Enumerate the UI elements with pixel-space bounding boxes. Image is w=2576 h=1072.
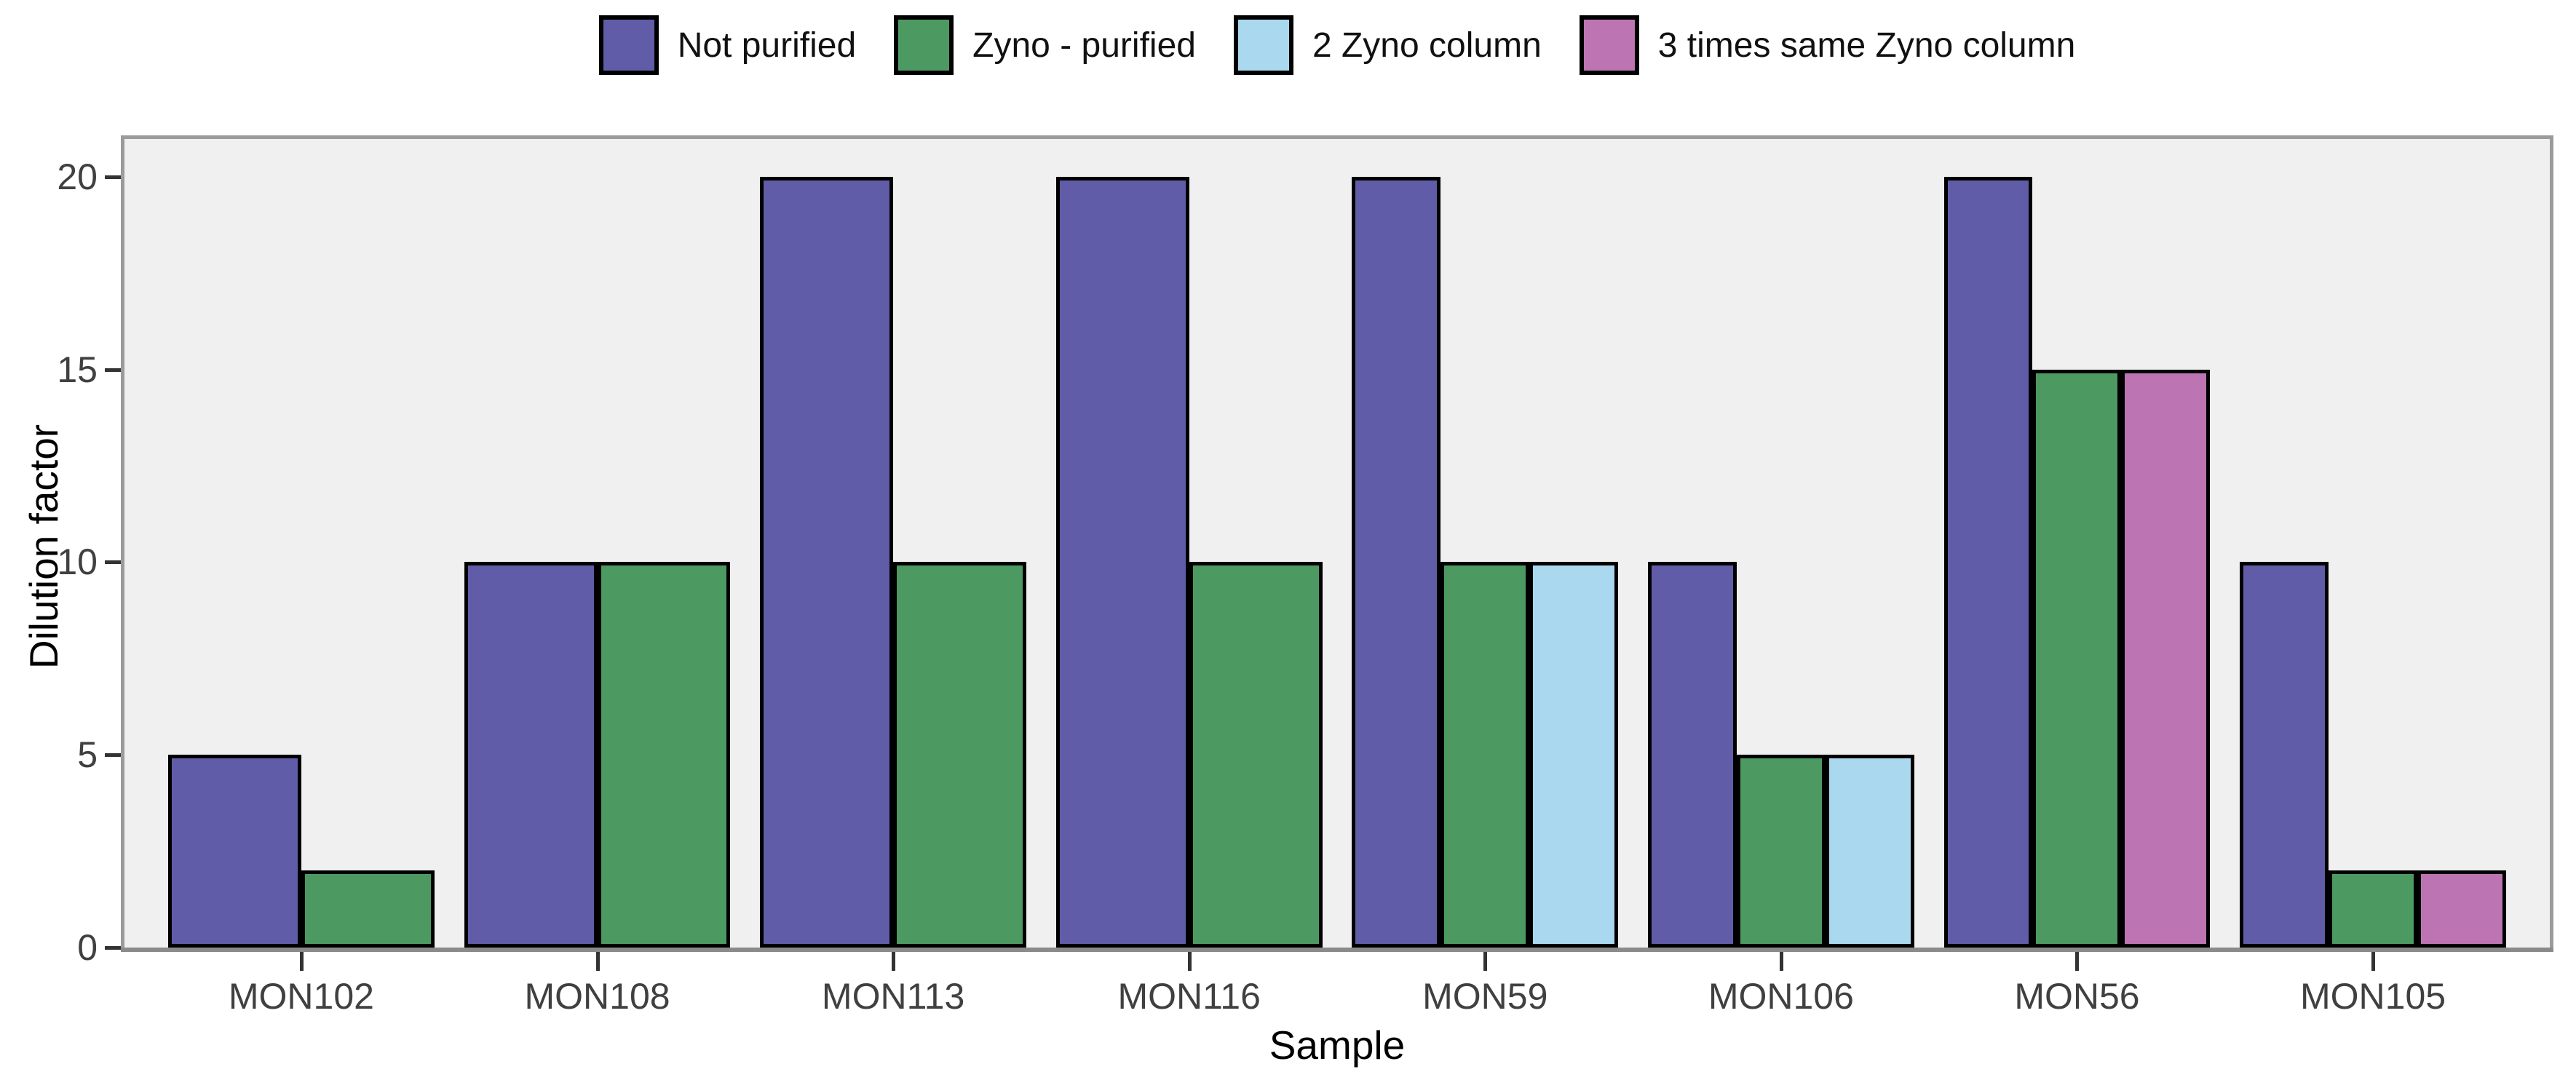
bar	[597, 562, 731, 948]
y-axis-tick-label: 20	[57, 156, 98, 197]
x-axis-line	[121, 948, 2553, 952]
bar	[1440, 562, 1530, 948]
bar	[893, 562, 1027, 948]
legend-key-swatch-icon	[1579, 15, 1639, 75]
x-axis-tick-mark	[892, 952, 896, 971]
x-axis-tick-label: MON116	[1117, 976, 1261, 1017]
bar	[2032, 369, 2122, 948]
x-axis-tick-mark	[1779, 952, 1783, 971]
x-axis-tick-label: MON113	[821, 976, 965, 1017]
y-axis-tick-mark	[105, 368, 121, 372]
bar	[1055, 176, 1189, 948]
bar	[1189, 562, 1323, 948]
bar	[1647, 562, 1737, 948]
bar	[2329, 870, 2418, 948]
x-axis-title: Sample	[1269, 1023, 1406, 1068]
y-axis-tick-mark	[105, 560, 121, 565]
bar	[760, 176, 894, 948]
x-axis-tick-mark	[1187, 952, 1192, 971]
x-axis-tick-label: MON108	[524, 976, 670, 1017]
x-axis-tick-label: MON106	[1708, 976, 1854, 1017]
bar	[1736, 755, 1826, 948]
y-axis-tick-label: 0	[77, 927, 98, 968]
legend-item: Not purified	[598, 15, 857, 75]
panel-border-right	[2550, 135, 2553, 951]
legend-item: 2 Zyno column	[1233, 15, 1542, 75]
bar	[2240, 562, 2329, 948]
bar	[1825, 755, 1914, 948]
legend-key-swatch-icon	[1233, 15, 1293, 75]
legend-key-swatch-icon	[598, 15, 659, 75]
x-axis-tick-label: MON102	[228, 976, 374, 1017]
x-axis-tick-label: MON56	[2014, 976, 2140, 1017]
legend-label: Zyno - purified	[972, 25, 1196, 65]
bar	[464, 562, 598, 948]
bar	[1352, 176, 1441, 948]
legend-label: 3 times same Zyno column	[1657, 25, 2076, 65]
bar	[2121, 369, 2211, 948]
legend-item: 3 times same Zyno column	[1579, 15, 2076, 75]
x-axis-tick-mark	[299, 952, 304, 971]
y-axis-tick-label: 15	[57, 349, 98, 390]
bar	[1943, 176, 2033, 948]
x-axis-tick-mark	[595, 952, 600, 971]
bar	[1529, 562, 1619, 948]
y-axis-tick-mark	[105, 753, 121, 758]
bar	[2417, 870, 2506, 948]
bar	[167, 755, 301, 948]
y-axis-title: Dilution factor	[21, 424, 66, 670]
legend-label: 2 Zyno column	[1312, 25, 1542, 65]
panel-border-top	[121, 135, 2553, 139]
x-axis-tick-label: MON59	[1422, 976, 1548, 1017]
bar	[301, 870, 435, 948]
panel-border-left	[121, 135, 124, 951]
x-axis-tick-label: MON105	[2300, 976, 2446, 1017]
y-axis-tick-mark	[105, 175, 121, 179]
x-axis-tick-mark	[2075, 952, 2080, 971]
y-axis-tick-mark	[105, 946, 121, 950]
legend-item: Zyno - purified	[894, 15, 1196, 75]
y-axis-tick-label: 10	[57, 541, 98, 583]
legend-label: Not purified	[677, 25, 857, 65]
x-axis-tick-mark	[1483, 952, 1488, 971]
legend-key-swatch-icon	[894, 15, 954, 75]
legend: Not purified Zyno - purified 2 Zyno column…	[124, 10, 2551, 80]
x-axis-tick-mark	[2371, 952, 2376, 971]
y-axis-tick-label: 5	[77, 734, 98, 776]
